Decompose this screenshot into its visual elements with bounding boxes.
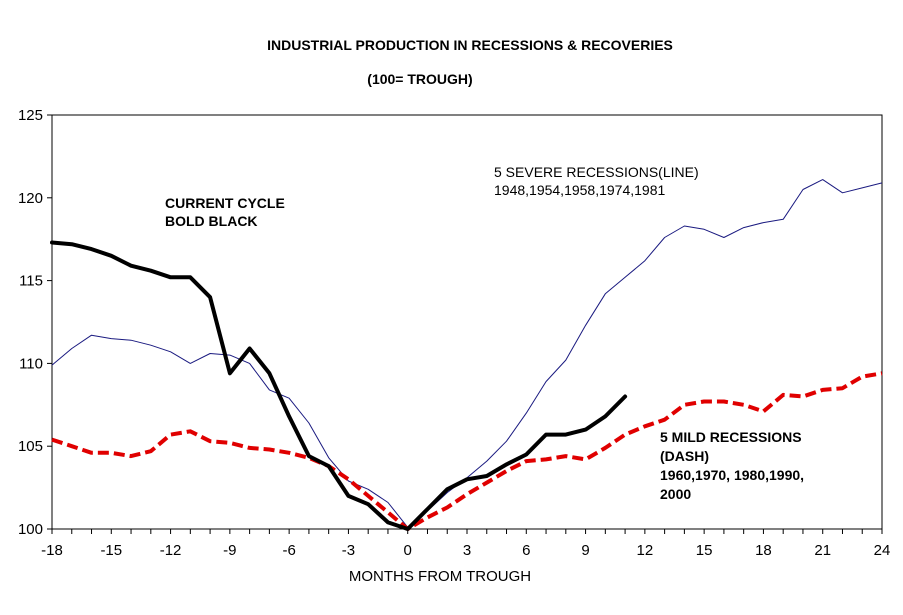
- y-tick-label: 105: [18, 438, 43, 455]
- x-tick-label: 18: [755, 542, 772, 559]
- x-tick-label: -12: [160, 542, 182, 559]
- x-tick-label: -9: [223, 542, 236, 559]
- y-axis: 100 105 110 115 120 125: [18, 107, 52, 538]
- x-tick-label: 9: [581, 542, 589, 559]
- x-tick-label: -3: [342, 542, 355, 559]
- series-layer: [50, 179, 883, 531]
- x-tick-label: 24: [874, 542, 891, 559]
- annotation-mild-recessions: 5 MILD RECESSIONS: [660, 429, 802, 445]
- series-line-5-mild-recessions: [51, 371, 883, 531]
- x-tick-label: -6: [282, 542, 295, 559]
- annotation-mild-years: 1960,1970, 1980,1990,: [660, 467, 804, 483]
- x-tick-label: 21: [814, 542, 831, 559]
- annotation-current-cycle: CURRENT CYCLE: [165, 195, 285, 211]
- chart-title: INDUSTRIAL PRODUCTION IN RECESSIONS & RE…: [267, 37, 673, 53]
- annotation-severe-years: 1948,1954,1958,1974,1981: [494, 182, 665, 198]
- annotation-mild-style: (DASH): [660, 448, 709, 464]
- x-tick-label: 0: [404, 542, 412, 559]
- x-tick-label: 12: [637, 542, 654, 559]
- y-tick-label: 120: [18, 190, 43, 207]
- series-line-current-cycle: [50, 240, 628, 531]
- y-tick-label: 110: [19, 355, 43, 372]
- x-axis-label: MONTHS FROM TROUGH: [349, 568, 531, 585]
- x-axis: -18 -15 -12 -9 -6 -3 0 3 6 9 12 15 18 21 24: [41, 529, 890, 559]
- annotation-current-style: BOLD BLACK: [165, 213, 258, 229]
- y-tick-label: 100: [18, 521, 43, 538]
- annotation-mild-years-cont: 2000: [660, 486, 691, 502]
- x-tick-label: -15: [100, 542, 122, 559]
- x-tick-label: 15: [696, 542, 713, 559]
- y-tick-label: 115: [19, 273, 43, 290]
- x-tick-label: -18: [41, 542, 63, 559]
- x-tick-label: 6: [522, 542, 530, 559]
- annotation-severe-recessions: 5 SEVERE RECESSIONS(LINE): [494, 164, 699, 180]
- plot-area: [51, 114, 883, 530]
- chart-subtitle: (100= TROUGH): [367, 71, 472, 87]
- y-tick-label: 125: [18, 107, 43, 124]
- x-tick-label: 3: [463, 542, 471, 559]
